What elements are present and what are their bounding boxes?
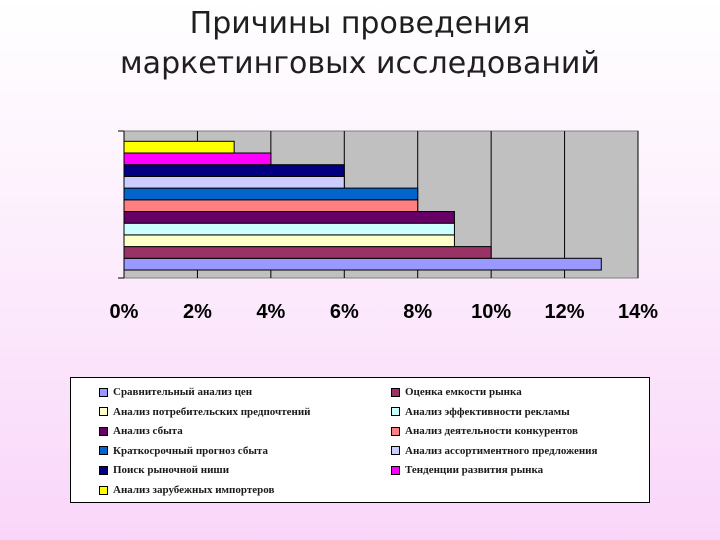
legend-label: Краткосрочный прогноз сбыта: [113, 444, 268, 457]
legend-item: Оценка емкости рынка: [391, 382, 522, 402]
legend-label: Тенденции развития рынка: [405, 464, 544, 477]
legend-swatch: [99, 465, 108, 475]
legend-item: Анализ ассортиментного предложения: [391, 441, 597, 461]
legend-item: Сравнительный анализ цен: [99, 382, 252, 402]
bar: [123, 140, 235, 154]
legend-swatch: [99, 387, 108, 397]
x-tick-label: 12%: [545, 301, 585, 323]
legend-label: Анализ деятельности конкурентов: [405, 425, 578, 438]
legend-label: Анализ эффективности рекламы: [405, 405, 570, 418]
legend-label: Анализ зарубежных импортеров: [113, 484, 275, 496]
legend-label: Анализ сбыта: [113, 425, 183, 438]
chart-legend: Сравнительный анализ цен Оценка емкости р…: [70, 377, 650, 503]
title-line-1: Причины проведения: [189, 6, 531, 41]
title-line-2: маркетинговых исследований: [120, 46, 600, 81]
x-tick-label: 0%: [110, 301, 139, 323]
bar-chart: 0% 2% 4% 6% 8% 10% 12% 14%: [110, 130, 658, 323]
x-tick-label: 4%: [256, 301, 285, 323]
legend-label: Анализ ассортиментного предложения: [405, 444, 598, 457]
legend-item: Краткосрочный прогноз сбыта: [99, 441, 268, 461]
legend-item: Тенденции развития рынка: [391, 460, 543, 480]
legend-swatch: [99, 485, 108, 495]
legend-item: Анализ зарубежных импортеров: [99, 480, 274, 500]
legend-swatch: [391, 426, 400, 436]
legend-item: Анализ сбыта: [99, 421, 183, 441]
bar: [123, 175, 345, 189]
legend-swatch: [99, 426, 108, 436]
bar: [123, 152, 272, 166]
bar: [123, 257, 602, 271]
legend-label: Анализ потребительских предпочтений: [113, 405, 311, 418]
legend-item: Поиск рыночной ниши: [99, 460, 229, 480]
x-tick-label: 8%: [403, 301, 432, 323]
legend-item: Анализ деятельности конкурентов: [391, 421, 578, 441]
legend-swatch: [391, 446, 400, 456]
legend-label: Поиск рыночной ниши: [113, 464, 230, 477]
bar: [123, 199, 419, 213]
x-tick-label: 6%: [330, 301, 359, 323]
bar: [123, 222, 455, 236]
legend-swatch: [99, 407, 108, 417]
legend-item: Анализ эффективности рекламы: [391, 402, 570, 422]
legend-swatch: [99, 446, 108, 456]
legend-swatch: [391, 387, 400, 397]
bar: [123, 246, 492, 259]
bar: [123, 187, 419, 201]
bar: [123, 211, 455, 224]
legend-swatch: [391, 407, 400, 417]
bar: [123, 234, 455, 248]
x-tick-label: 14%: [618, 301, 658, 323]
x-tick-label: 10%: [471, 301, 511, 323]
slide-title: Причины проведения маркетинговых исследо…: [0, 4, 720, 84]
x-tick-label: 2%: [183, 301, 212, 323]
bar: [123, 164, 345, 177]
legend-label: Оценка емкости рынка: [405, 386, 522, 398]
legend-swatch: [391, 465, 400, 475]
legend-item: Анализ потребительских предпочтений: [99, 402, 311, 422]
legend-label: Сравнительный анализ цен: [113, 386, 253, 398]
